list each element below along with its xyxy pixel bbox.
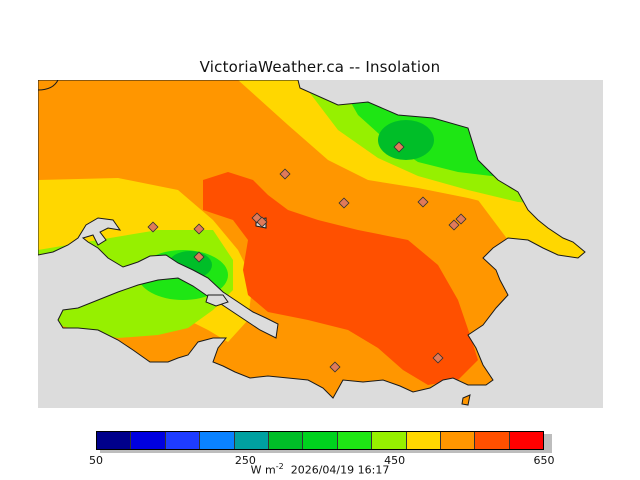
station-marker xyxy=(147,221,159,233)
station-marker xyxy=(338,197,350,209)
station-marker xyxy=(417,196,429,208)
colorbar-tick-label: 650 xyxy=(533,454,555,467)
colorbar-bin xyxy=(440,432,476,449)
units-exponent: -2 xyxy=(275,462,284,471)
station-marker xyxy=(193,223,205,235)
colorbar-bin xyxy=(131,432,166,449)
units-and-timestamp: W m-2 2026/04/19 16:17 xyxy=(0,462,640,477)
station-marker xyxy=(256,216,268,228)
map-canvas xyxy=(38,80,603,408)
colorbar-bin xyxy=(406,432,441,449)
colorbar-bin xyxy=(234,432,269,449)
colorbar xyxy=(96,431,552,453)
station-marker xyxy=(432,352,444,364)
colorbar-bin xyxy=(268,432,304,449)
colorbar-bin xyxy=(97,432,132,449)
units-label: W m xyxy=(250,463,276,477)
timestamp: 2026/04/19 16:17 xyxy=(290,463,390,477)
colorbar-tick-label: 50 xyxy=(89,454,103,467)
insolation-map xyxy=(38,80,603,408)
colorbar-bin xyxy=(475,432,510,449)
colorbar-bin xyxy=(200,432,235,449)
station-markers xyxy=(147,141,467,373)
colorbar-bin xyxy=(303,432,338,449)
colorbar-bin xyxy=(337,432,373,449)
colorbar-bin xyxy=(372,432,407,449)
station-marker xyxy=(448,219,460,231)
map-title: VictoriaWeather.ca -- Insolation xyxy=(199,58,441,76)
station-marker xyxy=(279,168,291,180)
colorbar-bin xyxy=(509,432,544,449)
colorbar-bin xyxy=(165,432,201,449)
colorbar-bins xyxy=(96,431,544,450)
station-marker xyxy=(455,213,467,225)
colorbar-tick-label: 250 xyxy=(234,454,256,467)
station-marker xyxy=(329,361,341,373)
station-marker xyxy=(393,141,405,153)
colorbar-tick-label: 450 xyxy=(384,454,406,467)
station-marker xyxy=(193,251,205,263)
